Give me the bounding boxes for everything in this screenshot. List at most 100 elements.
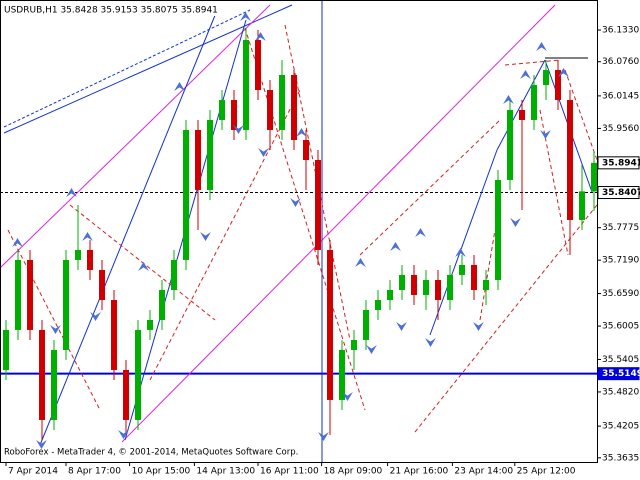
candle-body — [339, 349, 345, 400]
y-tick-label: 36.1330 — [602, 26, 639, 36]
y-tick-label: 35.4205 — [602, 422, 639, 432]
axis-layer: 36.1330 36.0760 36.0145 35.9560 35.7775 35.71… — [5, 26, 640, 477]
x-tick-label: 14 Apr 13:00 — [196, 467, 255, 477]
target-line — [69, 204, 216, 321]
candle-body — [399, 274, 405, 290]
candle-body — [351, 339, 357, 350]
candle-body — [75, 249, 81, 260]
target-line — [359, 119, 501, 256]
candle-body — [483, 279, 489, 290]
candle-body — [519, 109, 525, 120]
analysis-lines — [0, 0, 598, 462]
candle-body — [327, 249, 333, 400]
candle-body — [243, 39, 249, 130]
y-tick-label: 35.5405 — [602, 355, 639, 365]
y-tick-label: 36.0145 — [602, 91, 639, 101]
candle-body — [495, 179, 501, 280]
x-tick-label: 7 Apr 2014 — [8, 467, 58, 477]
price-label: 35.8941 — [602, 158, 640, 168]
candle-body — [579, 191, 585, 220]
candle-body — [15, 259, 21, 330]
price-label-box — [597, 156, 640, 170]
candle-body — [303, 139, 309, 161]
candle-body — [207, 119, 213, 190]
candle-body — [219, 100, 225, 120]
candle-body — [3, 329, 9, 370]
candle-body — [171, 259, 177, 290]
candle-body — [27, 259, 33, 330]
candle-body — [135, 329, 141, 420]
candle-body — [183, 129, 189, 260]
candle-body — [291, 74, 297, 140]
price-label: 35.8407 — [602, 188, 640, 198]
y-tick-label: 35.6005 — [602, 322, 639, 332]
target-line — [7, 229, 101, 411]
y-tick-label: 35.6590 — [602, 289, 639, 299]
candle-body — [435, 279, 441, 300]
candle-body — [111, 299, 117, 370]
y-tick-label: 35.9560 — [602, 124, 639, 134]
x-tick-label: 21 Apr 16:00 — [390, 467, 449, 477]
candle-body — [471, 264, 477, 290]
price-label-box — [597, 367, 640, 381]
y-tick-label: 36.0760 — [602, 57, 639, 67]
candle-body — [375, 299, 381, 311]
candle-body — [147, 320, 153, 330]
price-label: 35.5149 — [602, 369, 640, 379]
y-tick-label: 35.4820 — [602, 387, 639, 397]
y-tick-label: 35.7775 — [602, 223, 639, 233]
target-line — [149, 89, 301, 381]
x-tick-label: 8 Apr 17:00 — [68, 467, 121, 477]
candle-body — [387, 289, 393, 300]
candle-body — [279, 74, 285, 130]
candle-body — [63, 259, 69, 350]
candle-body — [447, 274, 453, 300]
wave-line — [39, 7, 219, 446]
candle-body — [411, 274, 417, 295]
channel-line — [0, 4, 271, 269]
candle-body — [507, 109, 513, 180]
candle-layer — [3, 28, 597, 440]
candle-body — [567, 100, 573, 220]
candle-body — [159, 289, 165, 321]
target-line — [479, 229, 496, 321]
candle-body — [255, 39, 261, 91]
candle-body — [231, 100, 237, 130]
candle-body — [531, 85, 537, 120]
candle-body — [99, 269, 105, 300]
chart-title: USDRUB,H1 35.8428 35.9153 35.8075 35.894… — [4, 6, 218, 16]
x-tick-label: 25 Apr 12:00 — [517, 467, 576, 477]
candle-body — [423, 279, 429, 295]
target-line — [244, 27, 366, 411]
price-label-box — [597, 186, 640, 200]
wave-line — [429, 149, 498, 336]
candle-body — [555, 69, 561, 101]
target-line — [564, 69, 598, 161]
candle-body — [315, 160, 321, 250]
copyright-annotation: RoboForex - MetaTrader 4, © 2001-2014, M… — [4, 448, 298, 458]
candle-body — [195, 129, 201, 190]
target-line — [504, 59, 561, 66]
y-tick-label: 35.7190 — [602, 256, 639, 266]
x-tick-label: 18 Apr 09:00 — [324, 467, 383, 477]
candle-body — [87, 249, 93, 270]
candle-body — [543, 69, 549, 86]
target-line — [284, 24, 351, 341]
x-tick-label: 10 Apr 15:00 — [132, 467, 191, 477]
candle-body — [459, 264, 465, 275]
candle-body — [591, 162, 597, 192]
candle-body — [39, 329, 45, 420]
candle-body — [123, 369, 129, 420]
y-tick-label: 35.3635 — [602, 453, 639, 463]
channel-line — [121, 4, 556, 443]
candle-body — [363, 310, 369, 340]
x-tick-label: 16 Apr 11:00 — [260, 467, 319, 477]
candle-body — [51, 349, 57, 420]
candle-body — [267, 90, 273, 130]
title-background — [2, 3, 220, 16]
x-tick-label: 23 Apr 14:00 — [454, 467, 513, 477]
plot-frame — [0, 0, 598, 463]
wave-line — [496, 59, 546, 151]
